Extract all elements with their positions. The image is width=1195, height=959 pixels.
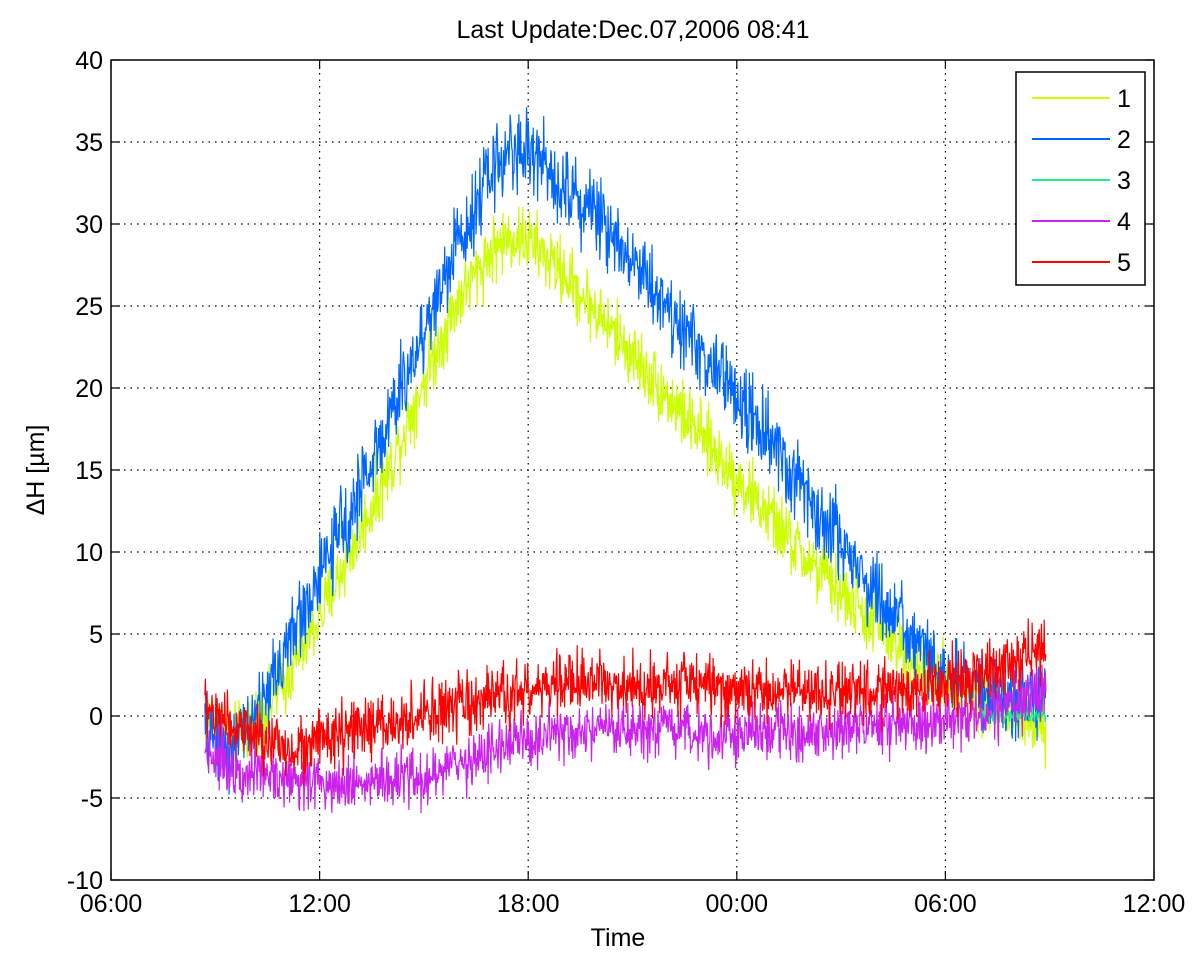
- y-tick-label: 10: [75, 539, 103, 567]
- y-axis-label: ΔH [µm]: [22, 425, 50, 516]
- x-tick-label: 00:00: [706, 890, 769, 918]
- y-tick-label: 40: [75, 47, 103, 75]
- series-lines: [204, 107, 1047, 814]
- y-tick-label: 35: [75, 129, 103, 157]
- series-2-line: [204, 107, 1047, 795]
- series-5-line: [204, 618, 1047, 785]
- y-tick-label: 30: [75, 211, 103, 239]
- chart-title: Last Update:Dec.07,2006 08:41: [456, 16, 809, 44]
- x-tick-label: 12:00: [288, 890, 351, 918]
- legend: 1 2 3 4 5: [1015, 71, 1146, 286]
- x-axis-label: Time: [591, 924, 646, 952]
- y-tick-label: -5: [81, 785, 103, 813]
- legend-label-4: 4: [1117, 208, 1131, 236]
- legend-label-3: 3: [1117, 167, 1131, 195]
- legend-label-5: 5: [1117, 249, 1131, 277]
- y-tick-label: 5: [89, 621, 103, 649]
- y-tick-label: -10: [67, 867, 103, 895]
- legend-box: [1015, 71, 1146, 286]
- x-axis-ticks: 06:00 12:00 18:00 00:00 06:00 12:00: [80, 60, 1186, 918]
- x-tick-label: 18:00: [497, 890, 560, 918]
- x-tick-label: 06:00: [80, 890, 143, 918]
- grid-lines: [111, 60, 1154, 880]
- x-tick-label: 06:00: [914, 890, 977, 918]
- legend-label-2: 2: [1117, 126, 1131, 154]
- y-tick-label: 25: [75, 293, 103, 321]
- legend-label-1: 1: [1117, 85, 1131, 113]
- y-tick-label: 0: [89, 703, 103, 731]
- series-4-line: [204, 664, 1047, 814]
- x-tick-label: 12:00: [1123, 890, 1186, 918]
- y-tick-label: 15: [75, 457, 103, 485]
- y-tick-label: 20: [75, 375, 103, 403]
